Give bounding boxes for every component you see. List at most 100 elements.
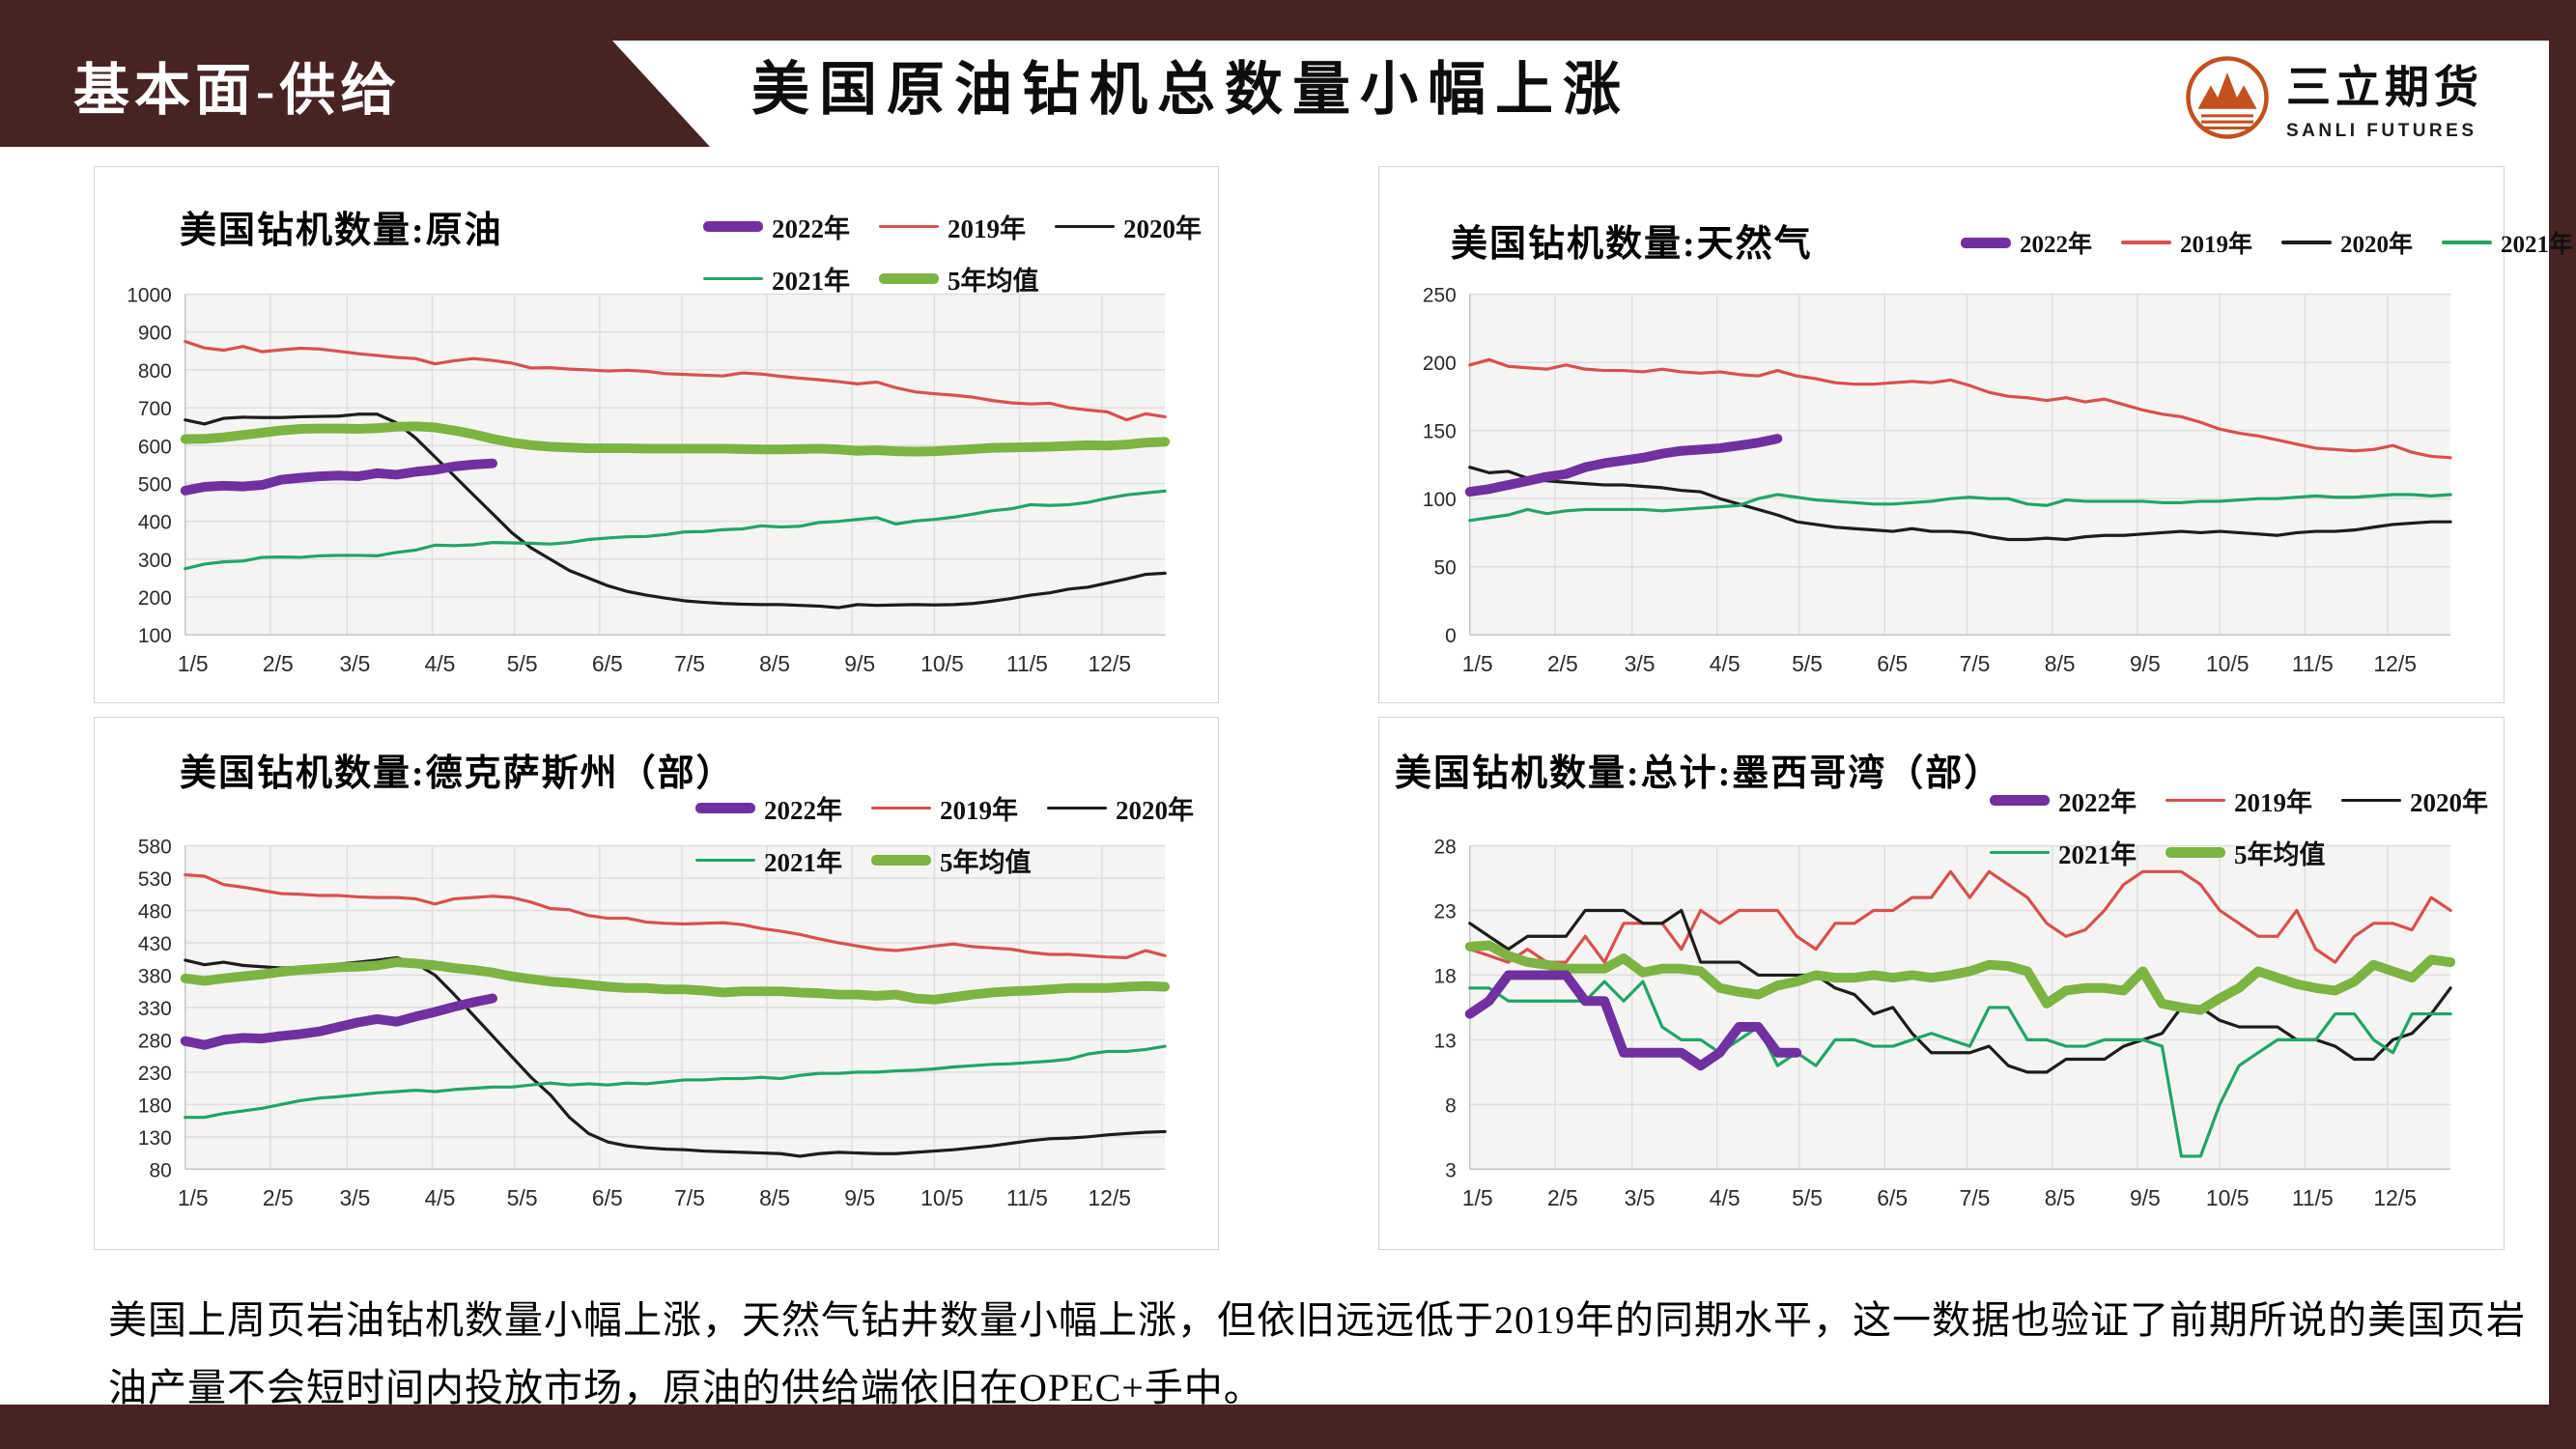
x-tick-label: 1/5	[178, 1185, 209, 1210]
legend-label: 2019年	[2234, 788, 2312, 817]
series-line-2022年	[180, 993, 497, 1050]
legend-item-2020年: 2020年	[2281, 225, 2413, 260]
chart-panel-crude-oil: 1000 900 800 700 600 500 400 300 200 100 1/5 2/5 3/5…	[94, 166, 1219, 703]
legend-swatch	[695, 803, 755, 813]
legend-item-5年均值: 5年均值	[879, 260, 1039, 298]
x-tick-label: 11/5	[2292, 1185, 2334, 1210]
legend-swatch	[1047, 806, 1107, 810]
x-tick-label: 5/5	[507, 1185, 538, 1210]
x-tick-label: 9/5	[2130, 651, 2161, 676]
legend-label: 2022年	[764, 796, 842, 825]
y-tick-label: 700	[138, 398, 172, 420]
chart-canvas-natural-gas: 250 200 150 100 50 01/5 2/5 3/5 4/5 5/5 6/5 7/5 8/5 9…	[1423, 284, 2452, 676]
section-label: 基本面-供给	[73, 59, 402, 122]
summary-text: 美国上周页岩油钻机数量小幅上涨，天然气钻井数量小幅上涨，但依旧远远低于2019年…	[108, 1287, 2526, 1422]
legend-swatch	[1055, 224, 1115, 229]
x-tick-label: 7/5	[674, 1185, 705, 1210]
legend-row: 2022年 2019年 2020年	[695, 789, 1194, 827]
y-tick-label: 230	[138, 1063, 172, 1085]
x-tick-label: 3/5	[1625, 651, 1656, 676]
series-line-2020年	[184, 412, 1167, 610]
series-line-2019年	[1468, 357, 2452, 460]
x-tick-label: 7/5	[1960, 1185, 1991, 1210]
legend-row: 2022年 2019年 2020年	[1990, 781, 2488, 819]
y-tick-label: 13	[1434, 1030, 1457, 1052]
x-tick-label: 9/5	[844, 1185, 875, 1210]
y-tick-label: 3	[1445, 1159, 1457, 1181]
x-tick-label: 9/5	[2130, 1185, 2161, 1210]
series-line-2022年	[1464, 434, 1783, 497]
legend-item-2020年: 2020年	[2341, 781, 2488, 819]
x-tick-label: 10/5	[2206, 1185, 2250, 1210]
x-tick-label: 8/5	[2045, 651, 2076, 676]
x-tick-label: 10/5	[2206, 651, 2250, 676]
x-tick-label: 11/5	[2292, 651, 2334, 676]
x-tick-label: 2/5	[263, 651, 294, 676]
y-tick-label: 18	[1434, 965, 1457, 987]
x-tick-label: 8/5	[2045, 1185, 2076, 1210]
legend-swatch	[2442, 241, 2493, 244]
legend-swatch	[1990, 850, 2050, 855]
page-title: 美国原油钻机总数量小幅上涨	[751, 58, 1630, 122]
legend-label: 2021年	[764, 848, 842, 877]
legend-label: 2021年	[2501, 232, 2574, 258]
chart-legend-gulf-of-mexico: 2022年 2019年 2020年 2021年 5年均值	[1990, 781, 2488, 871]
x-tick-label: 1/5	[1462, 1185, 1493, 1210]
legend-label: 2019年	[940, 796, 1018, 825]
chart-legend-texas: 2022年 2019年 2020年 2021年 5年均值	[695, 789, 1194, 879]
y-tick-label: 200	[138, 587, 172, 610]
logo-name: 三立期货	[2286, 62, 2483, 112]
x-tick-label: 4/5	[425, 651, 456, 676]
summary-line-2: 油产量不会短时间内投放市场，原油的供给端依旧在OPEC+手中。	[108, 1366, 1263, 1409]
legend-item-2022年: 2022年	[695, 789, 842, 827]
y-tick-label: 330	[138, 998, 172, 1020]
chart-title-texas: 美国钻机数量:德克萨斯州（部）	[180, 753, 735, 794]
y-tick-label: 200	[1423, 353, 1457, 375]
legend-swatch	[2281, 241, 2333, 244]
legend-item-2022年: 2022年	[703, 208, 850, 245]
chart-legend-natural-gas: 2022年 2019年 2020年 2021年	[1961, 225, 2573, 260]
x-tick-label: 11/5	[1006, 651, 1048, 676]
logo-text: 三立期货 SANLI FUTURES	[2286, 52, 2483, 142]
x-tick-label: 6/5	[592, 1185, 623, 1210]
legend-label: 2021年	[2058, 840, 2137, 869]
legend-swatch	[2166, 847, 2225, 858]
series-line-2021年	[1468, 493, 2452, 523]
legend-swatch	[2121, 241, 2172, 244]
y-tick-label: 300	[138, 550, 172, 572]
frame-border-right	[2549, 0, 2576, 1449]
series-line-2021年	[1468, 980, 2452, 1158]
legend-item-2019年: 2019年	[879, 208, 1026, 245]
chart-title-natural-gas: 美国钻机数量:天然气	[1451, 224, 1813, 265]
x-tick-label: 9/5	[844, 651, 875, 676]
legend-item-2021年: 2021年	[703, 260, 850, 298]
series-line-2019年	[184, 873, 1167, 959]
legend-item-2020年: 2020年	[1055, 208, 1202, 245]
legend-row: 2021年 5年均值	[1990, 834, 2488, 871]
y-tick-label: 50	[1434, 557, 1457, 580]
x-tick-label: 4/5	[425, 1185, 456, 1210]
legend-item-2022年: 2022年	[1961, 225, 2092, 260]
series-line-2021年	[184, 489, 1167, 571]
x-tick-label: 8/5	[759, 651, 790, 676]
y-tick-label: 500	[138, 473, 172, 496]
legend-item-5年均值: 5年均值	[871, 841, 1032, 879]
y-tick-label: 0	[1445, 625, 1457, 647]
x-tick-label: 2/5	[263, 1185, 294, 1210]
legend-item-2019年: 2019年	[2121, 225, 2252, 260]
series-line-5年均值	[1464, 940, 2456, 1015]
y-tick-label: 150	[1423, 421, 1457, 443]
series-line-2020年	[1468, 466, 2452, 542]
x-tick-label: 3/5	[339, 651, 370, 676]
x-tick-label: 5/5	[1792, 1185, 1823, 1210]
y-tick-label: 28	[1434, 836, 1457, 858]
legend-label: 2022年	[772, 214, 850, 243]
legend-row: 2022年 2019年 2020年 2021年	[1961, 225, 2573, 260]
chart-canvas-texas: 580 530 480 430 380 330 280 230 180 130 80 1/5 2/5 3/…	[138, 836, 1171, 1210]
series-line-2022年	[180, 458, 497, 496]
series-line-5年均值	[180, 957, 1171, 1005]
series-line-2019年	[1468, 869, 2452, 964]
chart-canvas-crude-oil: 1000 900 800 700 600 500 400 300 200 100 1/5 2/5 3/5…	[127, 284, 1171, 676]
series-line-2019年	[184, 339, 1167, 422]
